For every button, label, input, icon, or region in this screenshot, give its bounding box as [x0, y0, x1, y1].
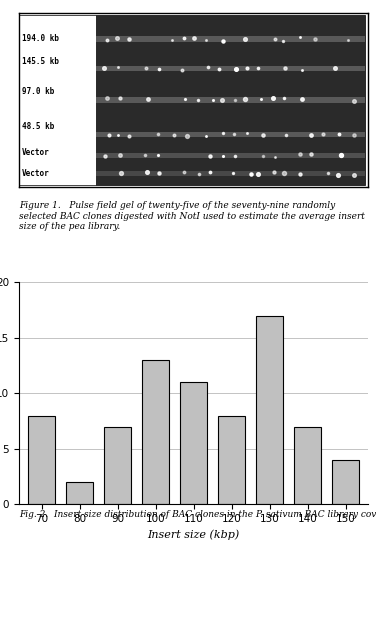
Text: 97.0 kb: 97.0 kb: [21, 86, 54, 96]
Bar: [66, 482, 93, 504]
Text: Figure 1.   Pulse field gel of twenty-five of the seventy-nine randomly selected: Figure 1. Pulse field gel of twenty-five…: [19, 202, 365, 232]
Bar: [180, 382, 207, 504]
Bar: [96, 36, 365, 41]
Text: Vector: Vector: [21, 169, 49, 177]
Bar: [143, 360, 169, 504]
Text: Fig. 2.  Insert size distribution of BAC clones in the P. sativum BAC library co: Fig. 2. Insert size distribution of BAC …: [19, 510, 376, 519]
Bar: [256, 315, 283, 504]
Bar: [28, 415, 55, 504]
Bar: [96, 153, 365, 158]
Bar: [96, 170, 365, 176]
Bar: [332, 460, 359, 504]
X-axis label: Insert size (kbp): Insert size (kbp): [147, 530, 240, 540]
Bar: [96, 132, 365, 137]
Text: Vector: Vector: [21, 148, 49, 157]
Text: 145.5 kb: 145.5 kb: [21, 57, 59, 66]
Bar: [19, 15, 96, 184]
Bar: [218, 415, 245, 504]
Bar: [96, 15, 365, 184]
Bar: [96, 97, 365, 102]
Text: 48.5 kb: 48.5 kb: [21, 121, 54, 130]
Bar: [96, 66, 365, 71]
Text: 194.0 kb: 194.0 kb: [21, 34, 59, 43]
Bar: [294, 427, 321, 504]
Bar: [104, 427, 131, 504]
